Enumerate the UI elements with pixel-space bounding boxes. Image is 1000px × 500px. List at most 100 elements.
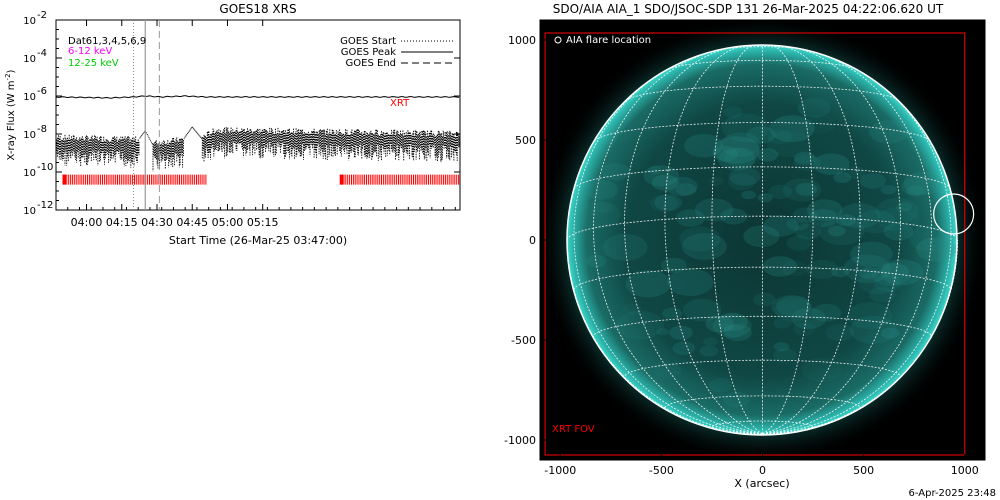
solar-bright-patch bbox=[793, 322, 816, 336]
goes-y-axis-label-tail: ) bbox=[6, 69, 17, 73]
longitude-line bbox=[762, 49, 932, 435]
goes-plot-frame bbox=[55, 19, 461, 211]
solar-bright-patch bbox=[601, 163, 631, 181]
longitude-line bbox=[593, 49, 763, 435]
goes-legend-start: GOES Start bbox=[340, 36, 396, 47]
solar-bright-patch bbox=[847, 302, 893, 329]
longitude-line bbox=[762, 44, 814, 435]
solar-bright-patch bbox=[808, 209, 839, 228]
solar-bright-patch bbox=[649, 194, 678, 212]
solar-bright-patch bbox=[699, 345, 719, 357]
solar-bright-patch bbox=[849, 315, 897, 344]
solar-bright-patch bbox=[767, 130, 813, 158]
solar-bright-patch bbox=[774, 342, 790, 352]
goes-series-group bbox=[56, 95, 460, 185]
solar-bright-patch bbox=[772, 348, 797, 363]
goes-y-tick-label: 10 bbox=[23, 92, 36, 103]
solar-bright-patch bbox=[813, 153, 850, 176]
aia-x-tick-label: 0 bbox=[759, 464, 766, 477]
goes-y-tick-exponent: -4 bbox=[37, 48, 47, 59]
solar-bright-patch bbox=[683, 298, 722, 322]
solar-bright-patch bbox=[720, 132, 762, 157]
solar-bright-patch bbox=[717, 312, 748, 331]
solar-bright-patch bbox=[654, 194, 682, 211]
solar-bright-patch bbox=[616, 310, 664, 340]
solar-bright-patch bbox=[896, 202, 913, 212]
solar-bright-patch bbox=[694, 198, 734, 222]
solar-bright-patch bbox=[712, 145, 739, 162]
solar-bright-patch bbox=[720, 208, 748, 225]
solar-bright-patch bbox=[753, 292, 776, 307]
longitude-line bbox=[573, 64, 763, 435]
aia-y-tick-label: -1000 bbox=[504, 434, 536, 447]
goes-x-tick-label: 05:00 bbox=[212, 216, 244, 229]
goes-y-tick-exponent: -6 bbox=[37, 86, 47, 97]
solar-bright-patch bbox=[584, 179, 618, 200]
solar-bright-patch bbox=[805, 115, 836, 134]
solar-bright-patch bbox=[877, 206, 919, 232]
solar-bright-patch bbox=[662, 307, 683, 320]
solar-limb bbox=[566, 44, 958, 436]
solar-bright-patch bbox=[757, 193, 773, 203]
solar-bright-patch bbox=[909, 224, 955, 252]
solar-bright-patch bbox=[675, 183, 697, 196]
longitude-line bbox=[762, 64, 952, 435]
solar-bright-patch bbox=[871, 263, 911, 287]
goes-y-tick-exponent: -8 bbox=[37, 124, 47, 135]
xrt-fov-label: XRT FOV bbox=[552, 424, 595, 435]
solar-bright-patch bbox=[811, 303, 842, 322]
goes-legend-end: GOES End bbox=[346, 58, 396, 69]
goes-y-tick-label: 10 bbox=[23, 206, 36, 217]
solar-bright-patch bbox=[873, 275, 902, 292]
goes-x-tick-label: 05:15 bbox=[247, 216, 279, 229]
solar-bright-patch bbox=[801, 357, 842, 382]
solar-bright-patch bbox=[797, 98, 831, 118]
goes-channel-long: 6-12 keV bbox=[68, 46, 112, 57]
goes-y-tick-label: 10 bbox=[23, 168, 36, 179]
solar-bright-patch bbox=[791, 308, 827, 329]
goes-y-tick-label: 10 bbox=[23, 130, 36, 141]
solar-active-regions bbox=[574, 98, 957, 408]
goes-legend-peak: GOES Peak bbox=[341, 47, 396, 58]
solar-bright-patch bbox=[782, 178, 822, 202]
solar-bright-patch bbox=[786, 235, 812, 251]
solar-bright-patch bbox=[916, 237, 957, 262]
solar-bright-patch bbox=[729, 167, 761, 186]
solar-bright-patch bbox=[767, 129, 792, 145]
solar-bright-patch bbox=[795, 182, 818, 196]
solar-bright-patch bbox=[723, 391, 750, 408]
heliographic-grid bbox=[566, 44, 959, 436]
latitude-line bbox=[664, 395, 861, 411]
solar-bright-patch bbox=[883, 222, 914, 241]
solar-bright-patch bbox=[682, 233, 727, 260]
aia-x-ticks: -1000 -500 0 500 1000 bbox=[544, 454, 979, 477]
goes-y-axis-label: X-ray Flux (W m-2) bbox=[4, 69, 17, 160]
solar-bright-patch bbox=[723, 324, 752, 342]
xrt-fov-box bbox=[544, 32, 966, 456]
latitude-line bbox=[573, 166, 952, 189]
solar-bright-patch bbox=[906, 185, 924, 196]
solar-bright-patch bbox=[825, 324, 855, 342]
aia-panel: SDO/AIA AIA_1 SDO/JSOC-SDP 131 26-Mar-20… bbox=[504, 2, 986, 490]
solar-bright-patch bbox=[684, 134, 723, 158]
goes-x-tick-label: 04:00 bbox=[71, 216, 103, 229]
solar-bright-patch bbox=[746, 126, 776, 144]
solar-bright-patch bbox=[858, 270, 899, 295]
solar-bright-patch bbox=[880, 184, 897, 195]
goes-x-tick-label: 04:30 bbox=[141, 216, 173, 229]
solar-bright-patch bbox=[827, 225, 846, 237]
goes-y-axis-label-sup: -2 bbox=[4, 73, 12, 80]
solar-bright-patch bbox=[771, 295, 811, 319]
goes-y-tick-label: 10 bbox=[23, 54, 36, 65]
solar-bright-patch bbox=[875, 197, 919, 224]
solar-bright-patch bbox=[654, 362, 682, 379]
goes-channel-list: Dat61,3,4,5,6,9 bbox=[68, 36, 146, 47]
aia-x-axis-label: X (arcsec) bbox=[734, 477, 789, 490]
latitude-line bbox=[711, 420, 814, 431]
solar-bright-patch bbox=[768, 184, 793, 200]
solar-bright-patch bbox=[794, 223, 821, 240]
goes-y-tick-exponent: -12 bbox=[37, 200, 53, 211]
goes-x-tick-label: 04:45 bbox=[176, 216, 208, 229]
goes-channel-short: 12-25 keV bbox=[68, 58, 119, 69]
xrt-coverage-bars bbox=[62, 174, 207, 185]
